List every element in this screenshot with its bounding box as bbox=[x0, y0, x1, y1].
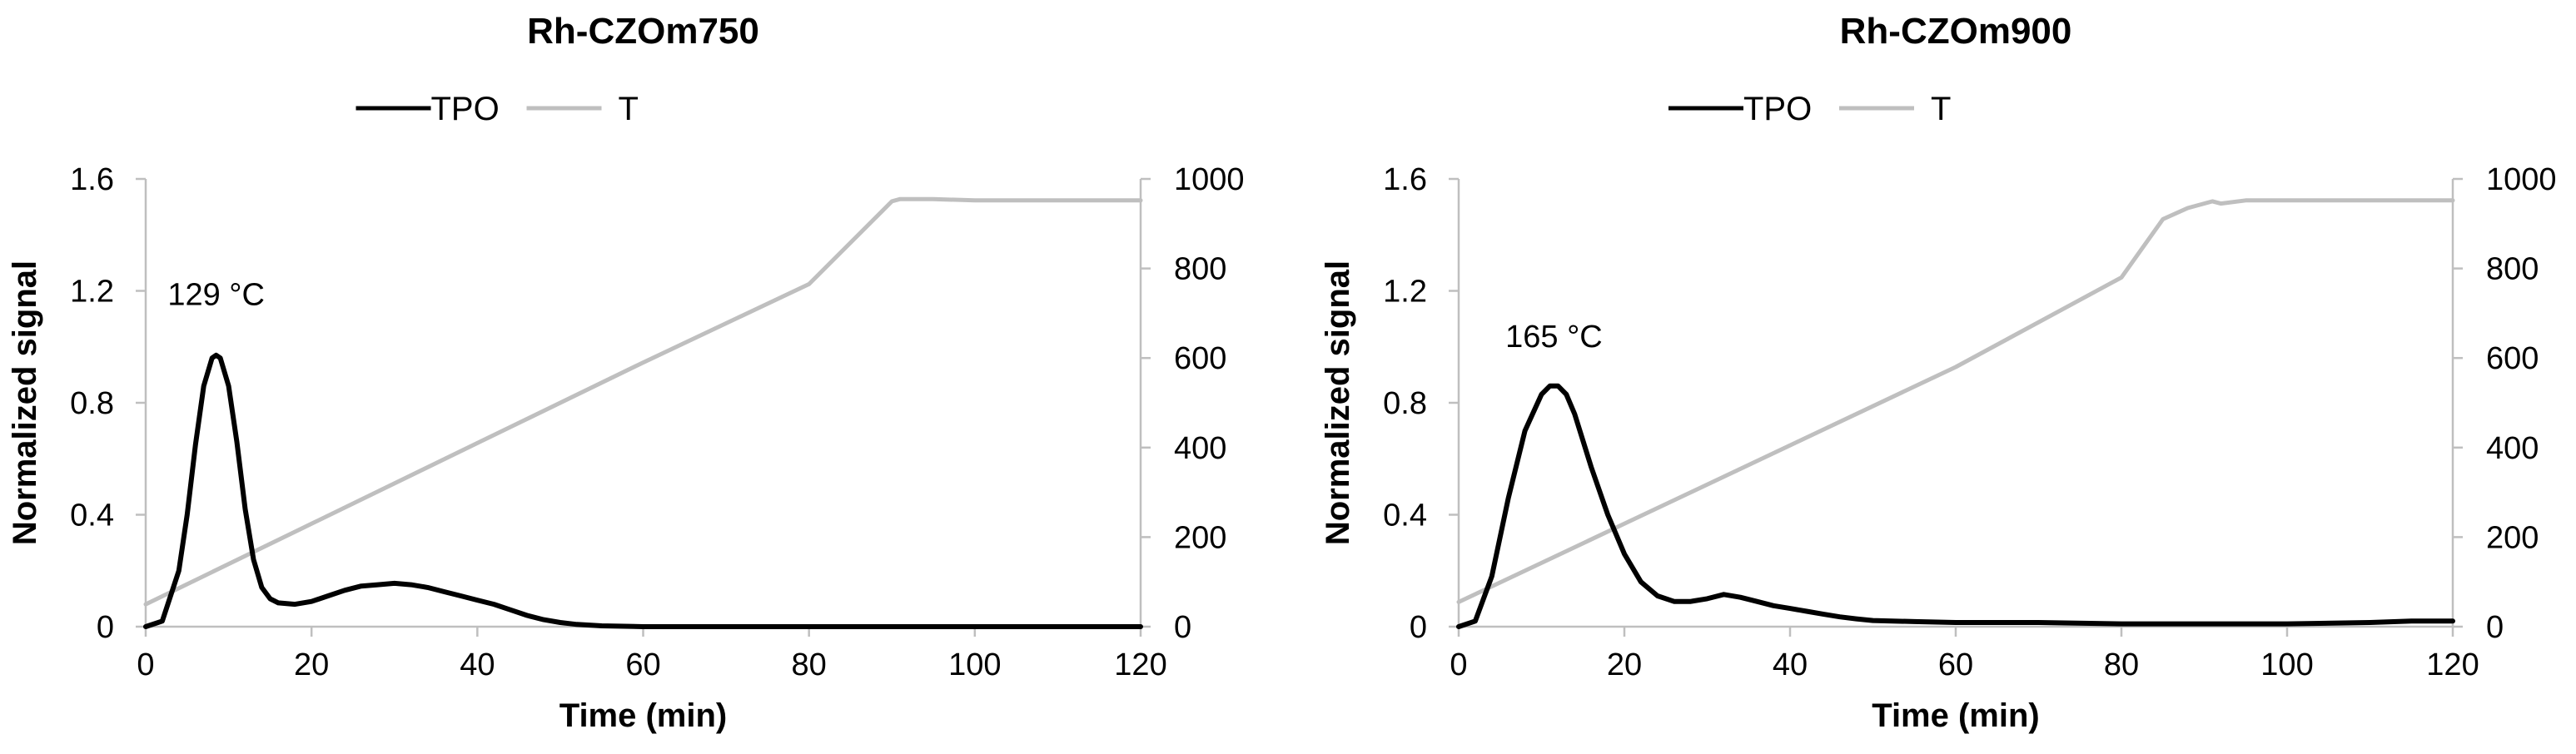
x-tick-label: 40 bbox=[460, 647, 495, 682]
x-axis-label: Time (min) bbox=[559, 697, 728, 734]
x-tick-label: 100 bbox=[2260, 647, 2313, 682]
peak-annotation: 165 °C bbox=[1505, 320, 1603, 355]
y2-tick-label: 600 bbox=[2486, 341, 2539, 376]
x-tick-label: 120 bbox=[2426, 647, 2479, 682]
y2-tick-label: 400 bbox=[1174, 431, 1226, 466]
x-tick-label: 40 bbox=[1773, 647, 1808, 682]
legend: TPO T bbox=[356, 91, 639, 127]
y2-tick-label: 600 bbox=[1174, 341, 1226, 376]
peak-annotation: 129 °C bbox=[167, 277, 265, 312]
chart-title: Rh-CZOm900 bbox=[1840, 11, 2072, 52]
series-line-t bbox=[143, 196, 1143, 607]
y-axis-label: Normalized signal bbox=[1320, 260, 1356, 545]
y2-tick-label: 1000 bbox=[1174, 162, 1245, 197]
x-tick-label: 60 bbox=[1938, 647, 1973, 682]
x-tick-label: 100 bbox=[948, 647, 1001, 682]
legend-label-t: T bbox=[619, 91, 639, 127]
x-tick-label: 0 bbox=[137, 647, 154, 682]
y2-tick-label: 1000 bbox=[2486, 162, 2557, 197]
y-tick-label: 0.4 bbox=[1383, 499, 1427, 533]
y-tick-label: 1.2 bbox=[70, 275, 114, 310]
y2-tick-label: 0 bbox=[1174, 610, 1191, 645]
x-axis-label: Time (min) bbox=[1872, 697, 2040, 734]
y2-tick-label: 800 bbox=[1174, 252, 1226, 287]
x-tick-label: 0 bbox=[1450, 647, 1467, 682]
y-axis-label: Normalized signal bbox=[7, 260, 43, 545]
axes: 0 20 40 60 80 100 12000.40.81.21.6020040060080… bbox=[70, 162, 1244, 682]
series-line-tpo bbox=[1456, 383, 2455, 629]
y-tick-label: 0.4 bbox=[70, 499, 114, 533]
x-tick-label: 20 bbox=[1607, 647, 1642, 682]
y2-tick-label: 0 bbox=[2486, 610, 2504, 645]
y-tick-label: 0.8 bbox=[1383, 386, 1427, 421]
y2-tick-label: 400 bbox=[2486, 431, 2539, 466]
y-tick-label: 0 bbox=[97, 610, 114, 645]
x-tick-label: 60 bbox=[625, 647, 660, 682]
legend-label-tpo: TPO bbox=[1743, 91, 1812, 127]
axes: 0 20 40 60 80 100 12000.40.81.21.6020040060080… bbox=[1383, 162, 2556, 682]
x-tick-label: 80 bbox=[792, 647, 827, 682]
x-tick-label: 120 bbox=[1114, 647, 1166, 682]
y-tick-label: 1.2 bbox=[1383, 275, 1427, 310]
legend-label-t: T bbox=[1931, 91, 1951, 127]
y-tick-label: 1.6 bbox=[1383, 162, 1427, 197]
y-tick-label: 0 bbox=[1410, 610, 1427, 645]
y-tick-label: 1.6 bbox=[70, 162, 114, 197]
y-tick-label: 0.8 bbox=[70, 386, 114, 421]
y2-tick-label: 200 bbox=[1174, 520, 1226, 555]
legend: TPO T bbox=[1668, 91, 1951, 127]
series-line-t bbox=[1456, 198, 2455, 604]
x-tick-label: 80 bbox=[2104, 647, 2139, 682]
x-tick-label: 20 bbox=[294, 647, 329, 682]
chart-title: Rh-CZOm750 bbox=[527, 11, 759, 52]
legend-label-tpo: TPO bbox=[431, 91, 500, 127]
y2-tick-label: 200 bbox=[2486, 520, 2539, 555]
y2-tick-label: 800 bbox=[2486, 252, 2539, 287]
series-line-tpo bbox=[143, 352, 1143, 629]
